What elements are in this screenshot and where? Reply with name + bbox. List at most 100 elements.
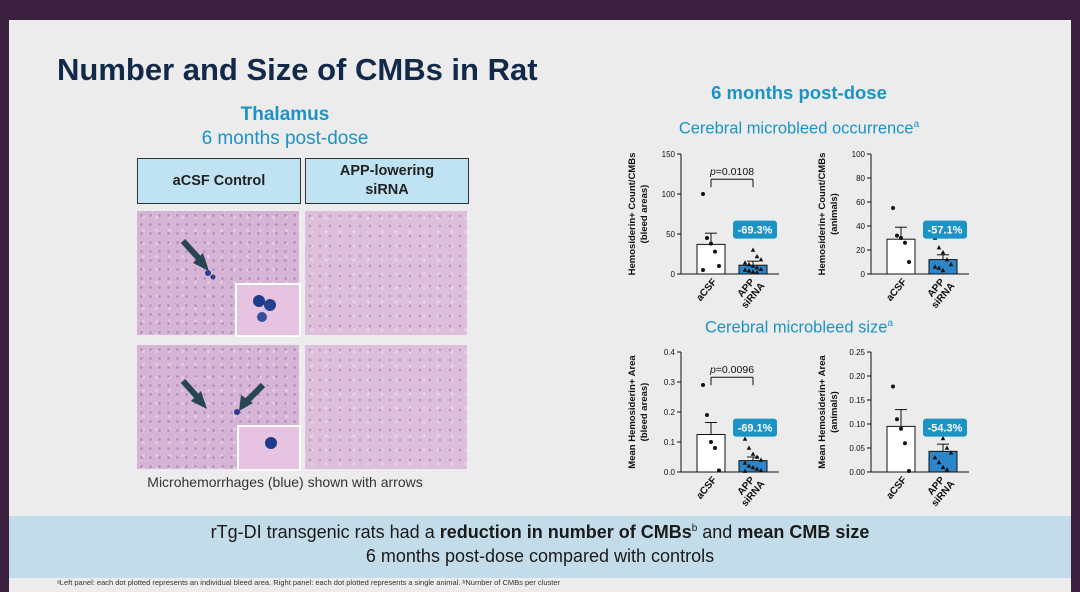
footnote: ᵃLeft panel: each dot plotted represents… [57, 578, 560, 587]
left-panel-subheading: 6 months post-dose [201, 128, 369, 149]
y-tick-label: 150 [662, 150, 676, 159]
column-header-sirna-label: APP-lowering siRNA [339, 163, 435, 198]
left-decorative-strip [0, 0, 9, 592]
y-tick-label: 0.10 [849, 420, 865, 429]
y-tick-label: 0.25 [849, 348, 865, 357]
y-tick-label: 60 [856, 198, 865, 207]
histology-image-sirna-top [305, 211, 467, 335]
data-point [907, 260, 911, 264]
y-axis-label: Hemosiderin+ Count/CMBs [627, 153, 638, 276]
y-tick-label: 0.3 [664, 378, 676, 387]
data-point [754, 265, 760, 270]
data-point [903, 240, 907, 245]
percent-change-label: -69.3% [738, 225, 773, 237]
data-point [742, 260, 748, 265]
data-point [944, 445, 950, 450]
footnote-marker: b [691, 523, 698, 534]
column-header-acsf: aCSF Control [137, 158, 301, 204]
data-point [750, 263, 756, 268]
y-tick-label: 20 [856, 246, 865, 255]
y-axis-label: Mean Hemosiderin+ Area [817, 355, 828, 469]
y-tick-label: 0.2 [664, 408, 676, 417]
percent-change-label: -69.1% [738, 423, 773, 435]
y-axis-label: Hemosiderin+ Count/CMBs [817, 153, 828, 276]
y-tick-label: 50 [666, 230, 675, 239]
y-tick-label: 100 [662, 190, 676, 199]
data-point [742, 460, 748, 465]
chart-area-bleed-areas: Mean Hemosiderin+ Area (bleed areas) 0.0 0.… [627, 348, 779, 509]
data-point [750, 247, 756, 252]
footnote-marker: a [887, 318, 894, 329]
data-point [750, 269, 756, 274]
histology-image-sirna-bottom [305, 345, 467, 469]
zoom-inset [235, 283, 301, 337]
percent-change-badge [733, 220, 777, 239]
data-point [705, 413, 709, 417]
data-point [746, 463, 752, 468]
column-header-sirna: APP-lowering siRNA [305, 158, 469, 204]
data-point [701, 268, 705, 272]
image-caption: Microhemorrhages (blue) shown with arrow… [147, 474, 423, 490]
data-point [758, 468, 764, 473]
right-panel-heading: 6 months post-dose [711, 82, 887, 103]
data-point [944, 257, 950, 262]
chart-count-bleed-areas: Hemosiderin+ Count/CMBs (bleed areas) 0 50 1… [627, 150, 779, 311]
footnote-marker: a [913, 119, 920, 130]
chart-area-animals: Mean Hemosiderin+ Area (animals) 0.00 0.05 0… [817, 348, 969, 509]
data-point [940, 435, 946, 441]
data-point [895, 233, 899, 238]
chart-count-animals: Hemosiderin+ Count/CMBs (animals) 0 20 40 60 8… [817, 150, 969, 311]
data-point [940, 267, 946, 273]
data-point [746, 445, 752, 450]
data-point [754, 466, 760, 471]
bar-acsf [886, 425, 916, 473]
data-point [758, 257, 764, 262]
data-point [701, 192, 705, 196]
bar-acsf [886, 238, 916, 275]
x-tick-label: aCSF [694, 475, 719, 502]
x-tick-label: aCSF [694, 277, 719, 304]
data-point [713, 249, 717, 254]
summary-emphasis: reduction in number of CMBs [439, 522, 692, 542]
data-point [750, 465, 756, 470]
y-tick-label: 0 [671, 270, 676, 279]
y-axis-label-sub: (animals) [829, 391, 840, 433]
arrow-icon [180, 238, 216, 280]
data-point [754, 454, 760, 459]
p-value-label: p=0.0096 [709, 364, 754, 376]
percent-change-label: -57.1% [928, 225, 963, 237]
summary-line-1: rTg-DI transgenic rats had a reduction i… [9, 522, 1071, 543]
zoom-inset [237, 425, 301, 471]
data-point [907, 469, 911, 474]
x-tick-label: aCSF [884, 277, 909, 304]
bar-sirna [928, 259, 958, 275]
summary-text: and [697, 522, 738, 542]
data-point [936, 459, 942, 465]
data-point [944, 467, 950, 472]
data-point [754, 269, 760, 275]
right-decorative-strip [1071, 0, 1080, 592]
data-point [932, 264, 938, 269]
percent-change-badge [923, 418, 967, 437]
summary-banner: rTg-DI transgenic rats had a reduction i… [9, 516, 1071, 578]
left-panel-heading: Thalamus [240, 104, 330, 125]
data-point [891, 206, 895, 210]
y-tick-label: 0.15 [849, 396, 865, 405]
data-point [940, 249, 946, 255]
slide-title: Number and Size of CMBs in Rat [57, 52, 538, 87]
summary-line-2: 6 months post-dose compared with control… [365, 546, 715, 566]
data-point [742, 267, 748, 272]
y-tick-label: 0 [861, 270, 866, 279]
histology-image-acsf-bottom [137, 345, 301, 471]
data-point [940, 464, 946, 469]
y-tick-label: 80 [856, 174, 865, 183]
data-point [750, 451, 756, 456]
data-point [948, 450, 954, 455]
x-tick-label: aCSF [884, 475, 909, 502]
data-point [903, 441, 907, 446]
data-point [742, 468, 748, 473]
histology-image-acsf-top [137, 211, 301, 337]
y-tick-label: 0.4 [664, 348, 676, 357]
data-point [758, 266, 764, 271]
data-point [895, 417, 899, 422]
